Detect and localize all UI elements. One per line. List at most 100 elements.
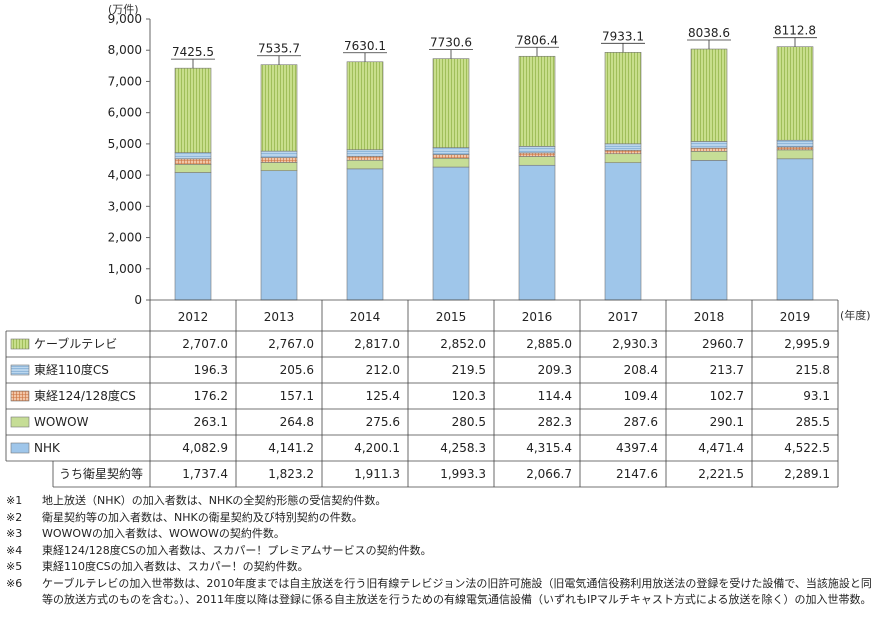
data-cell: 290.1: [710, 415, 744, 429]
data-cell: 264.8: [280, 415, 314, 429]
data-cell: 4,141.2: [268, 441, 314, 455]
data-cell: 2,995.9: [784, 337, 830, 351]
y-axis-unit: (万件): [108, 3, 139, 16]
bar-total-label: 7630.1: [344, 39, 386, 53]
y-tick-label: 7,000: [108, 74, 142, 88]
legend-swatch-3: [10, 390, 30, 402]
bar-segment-5: [690, 160, 728, 301]
data-cell: 176.2: [194, 389, 228, 403]
data-cell: 114.4: [538, 389, 572, 403]
x-category-label: 2015: [436, 310, 467, 324]
y-tick-label: 1,000: [108, 262, 142, 276]
note-5: ※5 東経110度CSの加入者数は、スカパー！の契約件数。: [6, 559, 872, 576]
legend-swatch-4: [10, 416, 30, 428]
note-text: 東経124/128度CSの加入者数は、スカパー！プレミアムサービスの契約件数。: [42, 543, 432, 557]
data-cell: 2,885.0: [526, 337, 572, 351]
bar-segment-2: [174, 152, 212, 160]
data-cell: 93.1: [803, 389, 830, 403]
note-1: ※1 地上放送（NHK）の加入者数は、NHKの全契約形態の受信契約件数。: [6, 493, 872, 510]
note-3: ※3 WOWOWの加入者数は、WOWOWの契約件数。: [6, 526, 872, 543]
data-cell: 2,767.0: [268, 337, 314, 351]
note-mark: ※1: [6, 494, 23, 507]
x-category-label: 2018: [694, 310, 725, 324]
legend-label-2: 東経110度CS: [34, 362, 109, 377]
bar-segment-2: [604, 143, 642, 151]
stacked-bar-chart: (万件) (年度) 0 1,000 2,000 3,000 4,000 5,000 6,000 7…: [5, 3, 871, 488]
bar-segment-3: [260, 157, 298, 163]
data-cell: 263.1: [194, 415, 228, 429]
data-cell: 287.6: [624, 415, 658, 429]
data-cell: 2147.6: [616, 467, 658, 481]
data-cell: 2,707.0: [182, 337, 228, 351]
data-cell: 4397.4: [616, 441, 658, 455]
x-category-label: 2012: [178, 310, 209, 324]
y-tick-label: 0: [134, 293, 142, 307]
bar-segment-1: [776, 46, 814, 141]
bar-segment-4: [776, 149, 814, 160]
bar-segment-5: [260, 170, 298, 301]
y-tick-label: 5,000: [108, 137, 142, 151]
bar-segment-3: [174, 158, 212, 165]
bar-segment-4: [690, 151, 728, 161]
x-category-label: 2019: [780, 310, 811, 324]
note-text: 地上放送（NHK）の加入者数は、NHKの全契約形態の受信契約件数。: [42, 494, 387, 507]
data-cell: 102.7: [710, 389, 744, 403]
data-cell: 1,823.2: [268, 467, 314, 481]
bar-segment-5: [432, 166, 470, 301]
bar-segment-4: [518, 156, 556, 166]
data-cell: 2,066.7: [526, 467, 572, 481]
note-mark: ※5: [6, 560, 23, 573]
data-cell: 208.4: [624, 363, 658, 377]
bar-segment-5: [518, 164, 556, 301]
bar-segment-3: [432, 154, 470, 159]
bar-total-label: 8038.6: [688, 26, 730, 40]
bar-segment-4: [346, 159, 384, 170]
legend-label-3: 東経124/128度CS: [34, 388, 136, 403]
sub-row-label: うち衛星契約等: [59, 466, 143, 481]
bar-segment-2: [690, 141, 728, 149]
bar-total-label: 7933.1: [602, 29, 644, 43]
note-mark: ※2: [6, 510, 23, 524]
data-cell: 1,993.3: [440, 467, 486, 481]
bar-segment-1: [518, 55, 556, 147]
bar-segment-3: [604, 150, 642, 155]
legend-swatch-1: [10, 338, 30, 350]
note-mark: ※6: [6, 576, 23, 590]
bar-segment-3: [346, 156, 384, 161]
data-cell: 125.4: [366, 389, 400, 403]
bar-segment-4: [604, 153, 642, 164]
y-tick-label: 2,000: [108, 231, 142, 245]
data-cell: 4,471.4: [698, 441, 744, 455]
legend-swatch-5: [10, 442, 30, 454]
note-mark: ※4: [6, 543, 23, 557]
bar-segment-5: [604, 162, 642, 301]
data-cell: 2,930.3: [612, 337, 658, 351]
bar-segment-2: [776, 139, 814, 148]
note-text: 東経110度CSの加入者数は、スカパー！の契約件数。: [42, 560, 309, 573]
data-cell: 215.8: [796, 363, 830, 377]
notes: ※1 地上放送（NHK）の加入者数は、NHKの全契約形態の受信契約件数。 ※2 …: [6, 493, 872, 609]
data-cell: 275.6: [366, 415, 400, 429]
bar-total-label: 7806.4: [516, 33, 558, 47]
x-category-label: 2014: [350, 310, 381, 324]
data-cell: 213.7: [710, 363, 744, 377]
x-category-label: 2017: [608, 310, 639, 324]
data-cell: 219.5: [452, 363, 486, 377]
bar-segment-1: [690, 48, 728, 142]
y-tick-label: 4,000: [108, 168, 142, 182]
bar-segment-2: [346, 149, 384, 157]
bar-total-label: 7535.7: [258, 42, 300, 56]
x-category-label: 2013: [264, 310, 295, 324]
data-cell: 4,315.4: [526, 441, 572, 455]
data-cell: 280.5: [452, 415, 486, 429]
data-cell: 209.3: [538, 363, 572, 377]
x-category-label: 2016: [522, 310, 553, 324]
bar-segment-5: [174, 172, 212, 301]
bar-segment-3: [690, 147, 728, 152]
legend-label-1: ケーブルテレビ: [34, 336, 117, 351]
note-4: ※4 東経124/128度CSの加入者数は、スカパー！プレミアムサービスの契約件…: [6, 543, 872, 560]
data-cell: 2,289.1: [784, 467, 830, 481]
data-cell: 1,911.3: [354, 467, 400, 481]
bar-total-label: 7425.5: [172, 45, 214, 59]
legend-label-4: WOWOW: [34, 415, 89, 429]
